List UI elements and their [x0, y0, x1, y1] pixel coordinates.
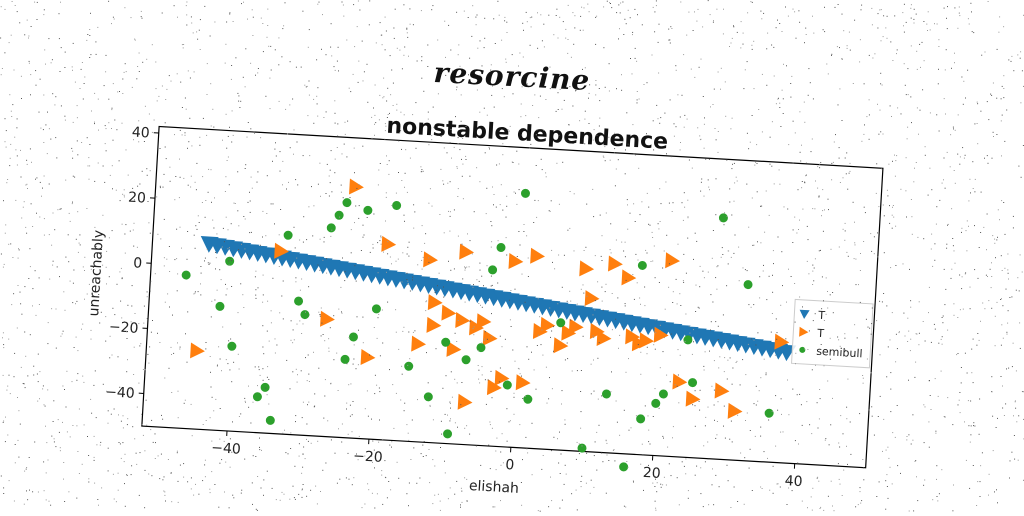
data-point-series-1	[508, 253, 523, 270]
data-point-series-2	[638, 261, 648, 271]
data-point-series-2	[253, 392, 263, 402]
data-point-series-2	[651, 399, 661, 409]
data-point-series-1	[441, 305, 456, 322]
y-tick-label: 40	[131, 125, 150, 142]
data-point-series-1	[530, 248, 545, 265]
data-point-series-1	[553, 337, 568, 354]
data-point-series-2	[443, 429, 453, 439]
data-point-series-2	[743, 280, 753, 290]
data-point-series-2	[372, 304, 382, 314]
data-point-series-2	[496, 243, 506, 253]
data-point-series-1	[381, 236, 396, 253]
data-point-series-1	[569, 319, 584, 336]
y-tick-label: −40	[105, 384, 135, 402]
data-point-series-1	[426, 317, 441, 334]
data-point-series-2	[404, 362, 414, 372]
x-tick-label: 40	[784, 473, 803, 490]
data-point-series-2	[719, 213, 729, 223]
data-point-series-2	[340, 355, 350, 365]
data-point-series-1	[423, 251, 438, 268]
data-point-series-2	[294, 296, 304, 306]
data-point-series-1	[190, 342, 205, 359]
data-point-series-1	[715, 382, 730, 399]
data-point-series-2	[260, 383, 270, 393]
data-point-series-1	[459, 244, 474, 261]
data-point-series-2	[392, 201, 402, 211]
data-point-series-2	[227, 342, 237, 352]
y-axis-label: unreachably	[86, 229, 107, 316]
data-point-series-1	[621, 269, 636, 286]
x-tick-label: 20	[642, 465, 661, 482]
data-point-series-2	[764, 408, 774, 418]
data-point-series-1	[665, 252, 680, 269]
data-point-series-1	[458, 394, 473, 411]
data-point-series-2	[181, 270, 191, 280]
chart-title: nonstable dependence	[386, 114, 669, 155]
data-point-series-2	[488, 265, 498, 275]
data-point-series-2	[334, 211, 344, 221]
data-point-series-1	[455, 312, 470, 329]
data-point-series-2	[688, 378, 698, 388]
data-point-series-1	[349, 179, 364, 196]
data-point-series-2	[327, 223, 337, 233]
plot-marks	[172, 169, 805, 481]
data-point-series-1	[483, 330, 498, 347]
data-point-series-1	[320, 311, 335, 328]
data-point-series-1	[686, 391, 701, 408]
data-point-series-2	[636, 414, 646, 424]
y-tick-label: 0	[133, 255, 143, 271]
data-point-series-2	[523, 395, 533, 405]
data-point-series-2	[503, 380, 513, 390]
x-tick-label: 0	[505, 457, 515, 473]
data-point-series-1	[639, 332, 654, 349]
data-point-series-2	[225, 256, 235, 266]
data-point-series-1	[540, 317, 555, 334]
data-point-series-1	[597, 330, 612, 347]
data-point-series-1	[728, 403, 743, 420]
data-point-series-2	[659, 389, 669, 399]
data-point-series-2	[300, 310, 310, 320]
data-point-series-2	[266, 416, 276, 426]
data-point-series-2	[342, 198, 352, 208]
data-point-series-1	[477, 313, 492, 330]
data-point-series-2	[283, 230, 293, 240]
data-point-series-1	[516, 374, 531, 391]
data-point-series-2	[461, 355, 471, 365]
data-point-series-1	[585, 290, 600, 307]
y-tick-label: −20	[108, 319, 138, 337]
data-point-series-1	[428, 294, 443, 311]
data-point-series-2	[363, 206, 373, 216]
legend-label: T	[817, 309, 826, 322]
legend-label: T	[816, 327, 825, 340]
data-point-series-2	[215, 302, 225, 312]
y-tick-label: 20	[128, 190, 147, 207]
data-point-series-2	[521, 189, 531, 199]
legend-label: semibull	[816, 345, 863, 361]
x-axis-label: elishah	[468, 478, 519, 497]
data-point-series-2	[602, 389, 612, 399]
data-point-series-2	[424, 392, 434, 402]
data-point-series-2	[619, 462, 629, 472]
data-point-series-1	[608, 255, 623, 272]
axis-ticks: −40 −20 0 20 40 40 20 0 −20 −40	[102, 124, 821, 490]
x-tick-label: −20	[353, 448, 383, 466]
data-point-series-1	[361, 349, 376, 366]
data-point-series-1	[411, 336, 426, 353]
data-point-series-2	[349, 332, 359, 342]
data-point-series-1	[672, 374, 687, 391]
x-tick-label: −40	[211, 440, 241, 458]
data-point-series-1	[579, 260, 594, 277]
